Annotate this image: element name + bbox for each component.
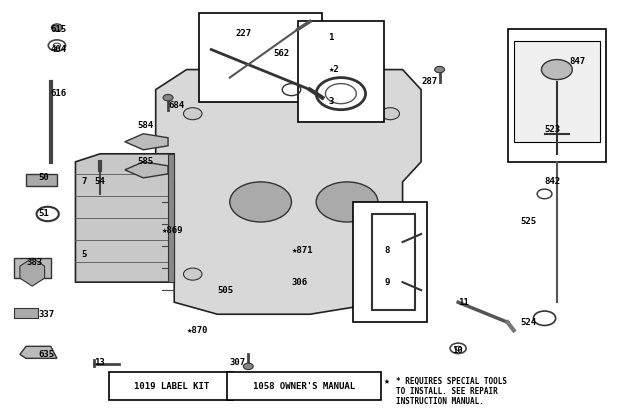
Text: 383: 383	[26, 258, 42, 267]
Circle shape	[387, 268, 405, 280]
Circle shape	[316, 182, 378, 222]
Circle shape	[184, 108, 202, 120]
Polygon shape	[125, 162, 168, 178]
Text: 505: 505	[218, 286, 234, 295]
Text: 615: 615	[51, 25, 67, 34]
Text: 1: 1	[329, 33, 334, 42]
Text: 8: 8	[384, 246, 389, 254]
Text: 13: 13	[94, 358, 105, 367]
Circle shape	[184, 268, 202, 280]
Bar	[353, 202, 427, 322]
Bar	[298, 21, 384, 122]
Bar	[14, 258, 51, 278]
Bar	[168, 154, 174, 282]
Text: ★2: ★2	[329, 65, 339, 74]
Circle shape	[230, 182, 291, 222]
Circle shape	[332, 83, 350, 96]
Polygon shape	[156, 69, 421, 314]
Text: 684: 684	[168, 101, 184, 110]
Text: 306: 306	[291, 278, 308, 287]
Text: 7: 7	[82, 177, 87, 186]
Text: 584: 584	[137, 121, 153, 130]
Text: 847: 847	[569, 57, 585, 66]
Text: 562: 562	[273, 49, 289, 58]
Text: 54: 54	[94, 177, 105, 186]
Polygon shape	[125, 134, 168, 150]
Text: 9: 9	[384, 278, 389, 287]
Circle shape	[163, 95, 173, 101]
Bar	[199, 13, 322, 102]
Text: 1019 LABEL KIT: 1019 LABEL KIT	[133, 382, 209, 391]
Text: 842: 842	[544, 177, 560, 186]
Text: 524: 524	[520, 318, 536, 327]
Polygon shape	[20, 347, 57, 358]
Text: 616: 616	[51, 89, 67, 98]
Text: 51: 51	[38, 209, 49, 218]
Bar	[26, 174, 57, 186]
Text: ★871: ★871	[291, 246, 313, 254]
Circle shape	[381, 108, 399, 120]
Text: 227: 227	[236, 29, 252, 38]
Text: 10: 10	[452, 346, 463, 355]
Circle shape	[435, 66, 445, 73]
Text: 635: 635	[38, 350, 55, 359]
Polygon shape	[76, 154, 174, 282]
Polygon shape	[20, 258, 45, 286]
Bar	[372, 214, 415, 310]
Text: 287: 287	[421, 77, 437, 86]
Text: 50: 50	[38, 173, 49, 183]
Text: 1058 OWNER'S MANUAL: 1058 OWNER'S MANUAL	[253, 382, 355, 391]
Text: 404: 404	[51, 45, 67, 54]
Circle shape	[541, 59, 572, 80]
Text: 523: 523	[544, 125, 560, 134]
FancyBboxPatch shape	[227, 373, 381, 401]
Bar	[508, 29, 606, 162]
Text: 337: 337	[38, 310, 55, 319]
Text: 307: 307	[230, 358, 246, 367]
Text: ★870: ★870	[187, 326, 208, 335]
Circle shape	[227, 83, 245, 96]
Circle shape	[243, 363, 253, 370]
Text: 11: 11	[458, 298, 469, 307]
Circle shape	[51, 24, 63, 31]
Text: ★869: ★869	[162, 225, 184, 235]
Text: 525: 525	[520, 218, 536, 226]
Text: ★: ★	[384, 376, 390, 387]
FancyBboxPatch shape	[109, 373, 233, 401]
Bar	[14, 308, 38, 318]
Text: onlinerepairparts.com: onlinerepairparts.com	[241, 188, 379, 200]
Bar	[514, 41, 600, 142]
Text: 5: 5	[82, 249, 87, 259]
Text: 3: 3	[329, 97, 334, 106]
Text: * REQUIRES SPECIAL TOOLS
TO INSTALL. SEE REPAIR
INSTRUCTION MANUAL.: * REQUIRES SPECIAL TOOLS TO INSTALL. SEE…	[396, 376, 507, 406]
Text: 585: 585	[137, 157, 153, 166]
